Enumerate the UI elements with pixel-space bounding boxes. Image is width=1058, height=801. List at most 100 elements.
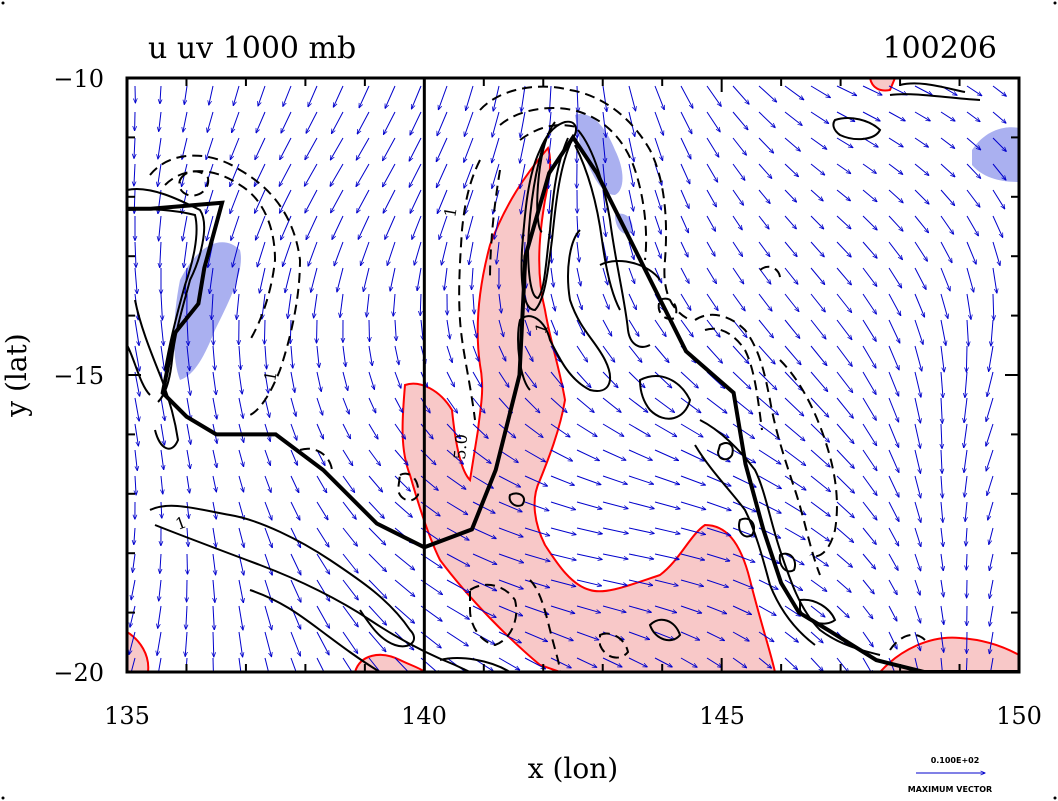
wind-vector [758, 241, 770, 257]
wind-vector [472, 345, 479, 361]
wind-vector [158, 657, 162, 672]
wind-vector [914, 137, 928, 147]
wind-vector [966, 215, 978, 236]
wind-vector [602, 475, 627, 484]
wind-vector [394, 449, 408, 465]
wind-vector [914, 241, 927, 261]
wind-vector [602, 319, 612, 336]
wind-vector [784, 215, 796, 229]
wind-vector [862, 423, 877, 446]
wind-vector [989, 553, 994, 571]
wind-vector [256, 111, 266, 133]
wind-vector [212, 371, 216, 395]
wind-vector [157, 631, 162, 655]
wind-vector [288, 293, 292, 318]
wind-vector [210, 267, 214, 294]
wind-vector [446, 553, 470, 566]
wind-vector [259, 267, 266, 293]
wind-vector [330, 163, 344, 186]
wind-vector [368, 449, 380, 466]
wind-vector [706, 215, 716, 231]
wind-vector [160, 397, 165, 421]
wind-vector [135, 475, 136, 495]
wind-vector [414, 241, 422, 265]
wind-vector [521, 189, 526, 214]
wind-vector [888, 215, 903, 231]
wind-vector [206, 163, 214, 187]
wind-vector [784, 85, 804, 100]
wind-vector [990, 657, 994, 672]
wind-vector [264, 319, 265, 344]
wind-vector [940, 189, 955, 206]
wind-vector [966, 553, 967, 570]
wind-vector [602, 85, 607, 112]
wind-vector [941, 553, 943, 571]
wind-vector [628, 605, 651, 612]
wind-vector [680, 553, 705, 560]
wind-vector [524, 475, 548, 486]
wind-vector [836, 137, 853, 148]
wind-vector [577, 85, 578, 112]
wind-vector [706, 85, 721, 106]
wind-vector [706, 657, 722, 667]
wind-vector [654, 371, 672, 388]
wind-vector [628, 423, 650, 436]
wind-vector [941, 423, 942, 448]
wind-vector [966, 241, 976, 264]
wind-vector [992, 189, 1005, 209]
wind-vector [966, 527, 967, 546]
wind-vector [368, 631, 386, 652]
wind-vector [732, 423, 754, 439]
wind-vector [602, 267, 608, 285]
wind-vector [524, 553, 550, 561]
wind-vector [316, 605, 330, 628]
wind-vector [281, 111, 292, 133]
wind-vector [316, 423, 324, 439]
wind-vector [941, 527, 943, 547]
wind-vector [966, 267, 974, 292]
wind-vector [290, 319, 291, 344]
wind-vector [316, 475, 327, 493]
wind-vector [576, 553, 602, 560]
wind-vector [654, 579, 678, 586]
wind-vector [550, 319, 557, 335]
wind-vector [836, 553, 852, 567]
plot-area: 5.0 1 1 1 1 [127, 78, 1019, 672]
wind-vector [680, 267, 689, 283]
wind-vector [784, 579, 803, 590]
wind-vector [498, 657, 520, 670]
wind-vector [550, 449, 573, 461]
wind-vector [706, 527, 731, 536]
wind-vector [576, 475, 601, 485]
wind-vector [550, 527, 576, 535]
wind-vector [810, 605, 825, 617]
contour-label: 1 [173, 512, 189, 533]
wind-vector [308, 241, 318, 266]
wind-vector [576, 631, 599, 640]
wind-vector [628, 293, 636, 310]
wind-vector [394, 423, 406, 439]
wind-vector [135, 267, 137, 294]
wind-vector [628, 137, 634, 162]
wind-vector [290, 423, 297, 440]
wind-vector [810, 85, 830, 98]
wind-vector [265, 345, 267, 369]
wind-vector [862, 241, 877, 258]
wind-vector [862, 319, 876, 341]
wind-vector [213, 345, 215, 370]
wind-vector [680, 527, 705, 535]
x-tick-label: 135 [104, 702, 150, 730]
wind-vector [280, 137, 292, 160]
wind-vector [238, 371, 242, 394]
wind-vector [437, 189, 448, 214]
wind-vector [941, 397, 942, 423]
wind-vector [342, 371, 348, 391]
wind-vector [810, 371, 828, 392]
wind-vector [283, 85, 292, 106]
wind-vector [520, 111, 526, 138]
wind-vector [888, 163, 903, 174]
wind-vector [758, 319, 773, 338]
wind-vector [732, 579, 753, 588]
wind-vector [213, 631, 214, 657]
wind-vector [394, 553, 415, 570]
